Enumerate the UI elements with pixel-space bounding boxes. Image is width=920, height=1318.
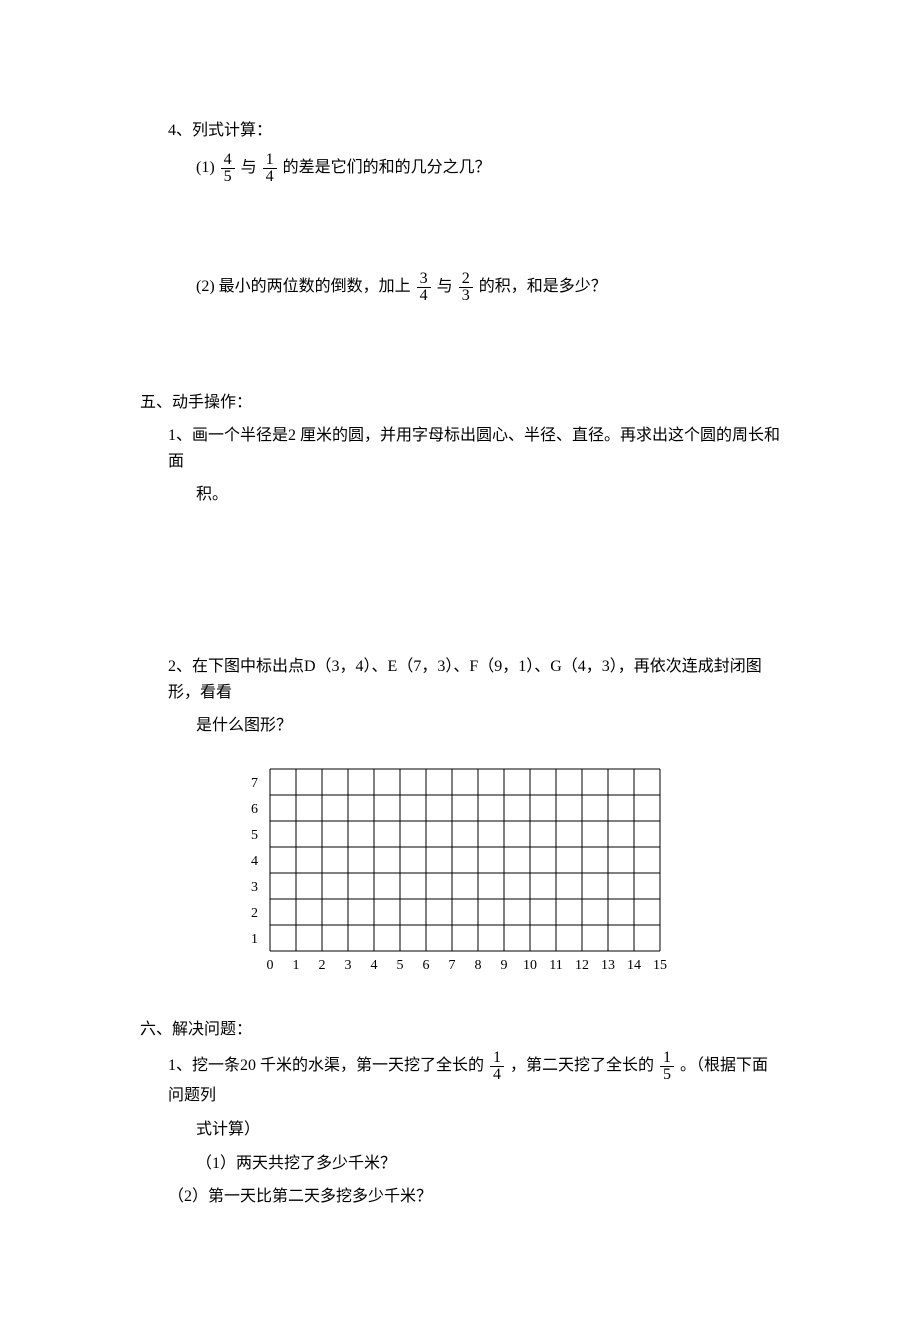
q4-p1-between: 与 xyxy=(241,159,257,176)
frac-den: 5 xyxy=(221,169,235,185)
fraction-3-4: 3 4 xyxy=(417,271,431,304)
frac-num: 1 xyxy=(660,1050,674,1067)
section6-title: 六、解决问题： xyxy=(140,1017,780,1043)
frac-den: 4 xyxy=(417,288,431,304)
svg-text:7: 7 xyxy=(251,776,258,791)
frac-num: 1 xyxy=(490,1050,504,1067)
coordinate-grid-container: 01234567891011121314151234567 xyxy=(240,759,780,979)
svg-text:2: 2 xyxy=(319,958,326,973)
q4-part2: (2) 最小的两位数的倒数，加上 3 4 与 2 3 的积，和是多少？ xyxy=(140,271,780,304)
frac-den: 3 xyxy=(459,288,473,304)
fraction-4-5: 4 5 xyxy=(221,152,235,185)
q4-p2-between: 与 xyxy=(437,278,453,295)
svg-text:3: 3 xyxy=(345,958,352,973)
s6-q1-b: ，第二天挖了全长的 xyxy=(510,1058,654,1075)
svg-text:0: 0 xyxy=(267,958,274,973)
svg-text:7: 7 xyxy=(449,958,456,973)
svg-text:4: 4 xyxy=(371,958,378,973)
svg-text:8: 8 xyxy=(475,958,482,973)
frac-num: 1 xyxy=(263,152,277,169)
frac-den: 4 xyxy=(263,169,277,185)
svg-text:9: 9 xyxy=(501,958,508,973)
s6-q1-line2: 式计算） xyxy=(140,1117,780,1143)
fraction-1-4: 1 4 xyxy=(263,152,277,185)
section5-title: 五、动手操作： xyxy=(140,390,780,416)
q4-p2-suffix: 的积，和是多少？ xyxy=(479,278,607,295)
svg-text:6: 6 xyxy=(423,958,430,973)
svg-text:1: 1 xyxy=(293,958,300,973)
svg-text:6: 6 xyxy=(251,802,258,817)
s6-q1-a: 1、挖一条20 千米的水渠，第一天挖了全长的 xyxy=(168,1058,484,1075)
s5-q2-line1: 2、在下图中标出点D（3，4）、E（7，3）、F（9，1）、G（4，3），再依次… xyxy=(140,654,780,705)
svg-text:3: 3 xyxy=(251,880,258,895)
s5-q2-line2: 是什么图形？ xyxy=(140,713,780,739)
svg-text:4: 4 xyxy=(251,854,258,869)
frac-num: 3 xyxy=(417,271,431,288)
fraction-2-3: 2 3 xyxy=(459,271,473,304)
q4-p2-prefix: (2) 最小的两位数的倒数，加上 xyxy=(196,278,411,295)
svg-text:5: 5 xyxy=(397,958,404,973)
q4-title: 4、列式计算： xyxy=(140,118,780,144)
frac-num: 2 xyxy=(459,271,473,288)
s6-q1-line1: 1、挖一条20 千米的水渠，第一天挖了全长的 1 4 ，第二天挖了全长的 1 5… xyxy=(140,1050,780,1109)
q4-part1: (1) 4 5 与 1 4 的差是它们的和的几分之几？ xyxy=(140,152,780,185)
coordinate-grid: 01234567891011121314151234567 xyxy=(240,759,670,979)
svg-text:14: 14 xyxy=(627,958,641,973)
q4-p1-prefix: (1) xyxy=(196,159,219,176)
svg-text:10: 10 xyxy=(523,958,537,973)
s5-q1-line1: 1、画一个半径是2 厘米的圆，并用字母标出圆心、半径、直径。再求出这个圆的周长和… xyxy=(140,423,780,474)
fraction-1-5: 1 5 xyxy=(660,1050,674,1083)
svg-text:2: 2 xyxy=(251,906,258,921)
q4-p1-suffix: 的差是它们的和的几分之几？ xyxy=(283,159,491,176)
svg-text:15: 15 xyxy=(653,958,667,973)
s5-q1-line2: 积。 xyxy=(140,482,780,508)
svg-text:5: 5 xyxy=(251,828,258,843)
s6-sub1: （1）两天共挖了多少千米？ xyxy=(140,1151,780,1177)
frac-den: 5 xyxy=(660,1067,674,1083)
fraction-1-4-b: 1 4 xyxy=(490,1050,504,1083)
frac-num: 4 xyxy=(221,152,235,169)
svg-text:11: 11 xyxy=(549,958,562,973)
svg-text:13: 13 xyxy=(601,958,615,973)
svg-text:1: 1 xyxy=(251,932,258,947)
s6-sub2: （2）第一天比第二天多挖多少千米？ xyxy=(140,1184,780,1210)
svg-text:12: 12 xyxy=(575,958,589,973)
frac-den: 4 xyxy=(490,1067,504,1083)
